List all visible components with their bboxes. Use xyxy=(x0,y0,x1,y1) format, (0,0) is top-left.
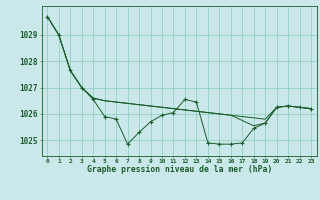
X-axis label: Graphe pression niveau de la mer (hPa): Graphe pression niveau de la mer (hPa) xyxy=(87,165,272,174)
